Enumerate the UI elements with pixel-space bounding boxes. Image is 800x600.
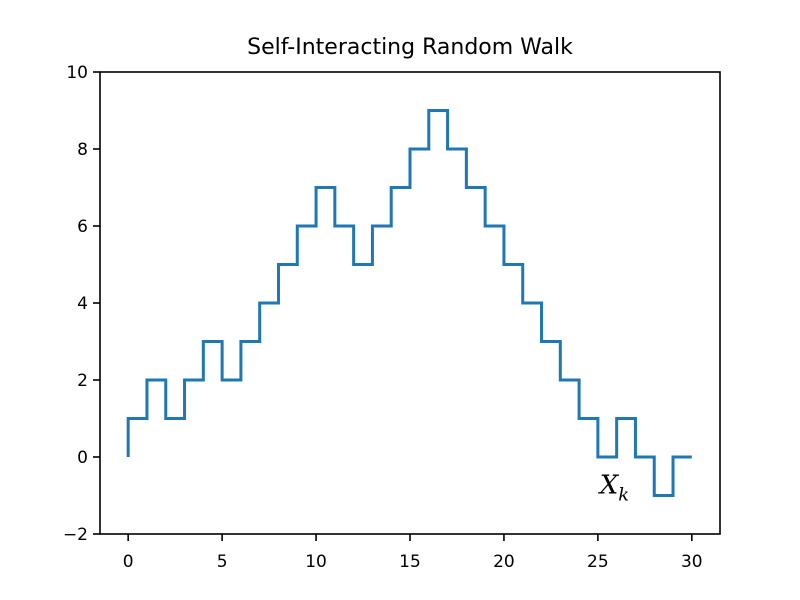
x-tick-label: 0 xyxy=(123,552,134,572)
annotation-subscript: k xyxy=(618,485,629,506)
series-line xyxy=(126,109,692,497)
chart-title: Self-Interacting Random Walk xyxy=(247,35,573,60)
y-axis: −2 0 2 4 6 8 10 xyxy=(63,63,100,545)
x-tick-label: 20 xyxy=(493,552,515,572)
y-tick-label: −2 xyxy=(63,525,88,545)
series-annotation: Xk xyxy=(598,471,629,506)
x-tick-label: 30 xyxy=(681,552,703,572)
x-tick-label: 25 xyxy=(587,552,609,572)
x-tick-label: 5 xyxy=(217,552,228,572)
y-tick-label: 4 xyxy=(77,294,88,314)
x-tick-label: 15 xyxy=(399,552,421,572)
y-tick-label: 10 xyxy=(66,63,88,83)
y-tick-label: 6 xyxy=(77,217,88,237)
x-axis: 0 5 10 15 20 25 30 xyxy=(123,534,703,572)
annotation-base: X xyxy=(598,471,620,501)
y-tick-label: 2 xyxy=(77,371,88,391)
plot-area xyxy=(99,71,721,535)
x-tick-label: 10 xyxy=(305,552,327,572)
y-tick-label: 8 xyxy=(77,140,88,160)
y-tick-label: 0 xyxy=(77,448,88,468)
